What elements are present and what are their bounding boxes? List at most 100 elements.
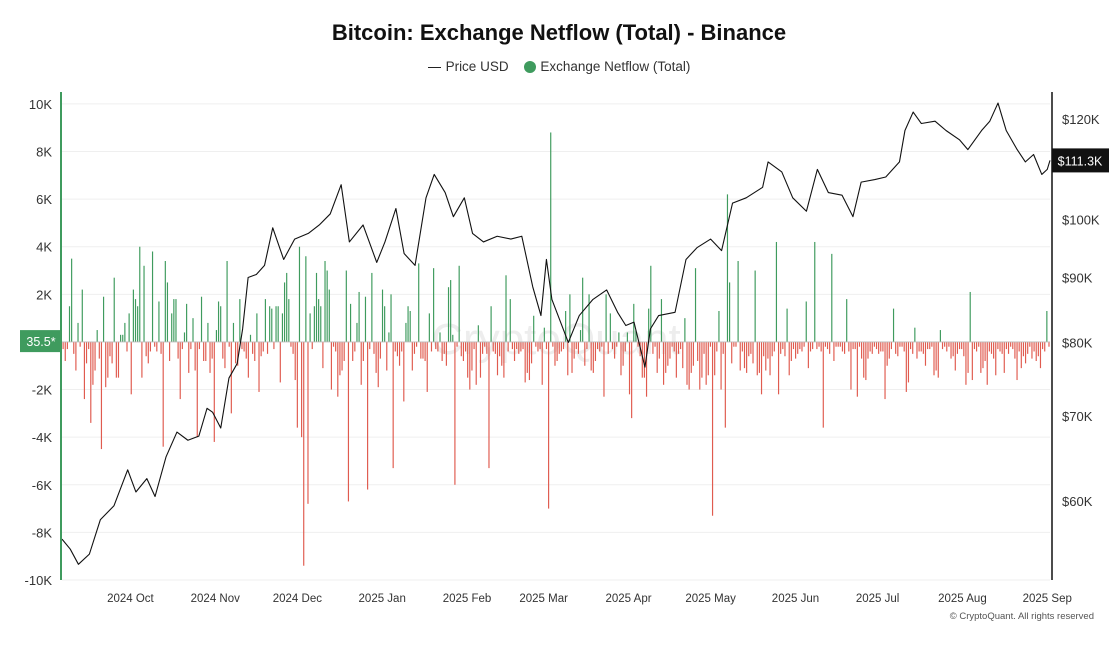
netflow-bar-positive [220, 306, 222, 342]
netflow-bar-negative [479, 341, 482, 378]
legend-item-netflow[interactable]: Exchange Netflow (Total) [524, 59, 690, 74]
netflow-bar-negative [663, 341, 665, 385]
legend-item-price[interactable]: Price USD [427, 58, 509, 74]
netflow-bar-negative [554, 341, 556, 366]
netflow-bar-negative [375, 341, 377, 373]
netflow-bar-negative [1014, 341, 1016, 359]
left-tick-label: -6K [32, 478, 53, 493]
netflow-bar-positive [183, 332, 186, 342]
legend-price-label: Price USD [445, 58, 509, 74]
netflow-bar-negative [247, 341, 249, 378]
netflow-bar-negative [780, 341, 782, 354]
netflow-bar-negative [1039, 341, 1042, 369]
netflow-bar-negative [181, 341, 183, 350]
netflow-bar-negative [997, 341, 999, 350]
netflow-bar-negative [865, 341, 867, 381]
netflow-bar-negative [746, 341, 748, 373]
netflow-bar-positive [68, 306, 71, 342]
netflow-bar-negative [643, 341, 645, 378]
netflow-bar-positive [151, 251, 154, 342]
netflow-bar-negative [230, 341, 232, 414]
x-tick-label: 2025 Mar [519, 593, 568, 605]
netflow-bar-negative [669, 341, 671, 359]
netflow-bar-negative [1035, 341, 1037, 361]
x-tick-label: 2025 Aug [938, 593, 987, 605]
netflow-bar-negative [496, 341, 499, 376]
netflow-bar-positive [286, 272, 288, 342]
netflow-bar-positive [102, 296, 105, 342]
netflow-bar-negative [1033, 341, 1035, 352]
netflow-bar-positive [232, 322, 235, 342]
netflow-bar-negative [260, 341, 262, 357]
x-tick-label: 2024 Oct [107, 593, 154, 605]
netflow-bar-negative [109, 341, 111, 357]
netflow-bar-positive [345, 270, 347, 342]
netflow-bar-negative [869, 341, 871, 352]
netflow-bar-negative [933, 341, 935, 376]
netflow-bar-positive [509, 299, 511, 342]
netflow-bar-negative [456, 341, 458, 347]
netflow-bar-negative [856, 341, 858, 397]
netflow-bar-positive [582, 277, 584, 342]
netflow-bar-negative [656, 341, 658, 373]
netflow-bar-negative [688, 341, 690, 390]
netflow-bar-negative [986, 341, 988, 385]
netflow-bar-negative [988, 341, 990, 352]
netflow-bar-negative [347, 341, 350, 502]
netflow-bar-positive [328, 289, 330, 342]
left-tick-label: 4K [36, 240, 52, 255]
netflow-bar-negative [467, 341, 469, 378]
netflow-bar-negative [658, 341, 660, 359]
netflow-bar-negative [311, 341, 313, 350]
netflow-bar-negative [886, 341, 888, 366]
netflow-bar-negative [1022, 341, 1025, 357]
netflow-bar-positive [418, 263, 420, 342]
netflow-bar-negative [254, 341, 256, 361]
netflow-bar-negative [524, 341, 526, 383]
netflow-bar-negative [822, 341, 824, 428]
netflow-bar-negative [809, 341, 812, 352]
netflow-bar-negative [958, 341, 961, 350]
netflow-bar-negative [982, 341, 984, 369]
netflow-bar-negative [362, 341, 364, 361]
netflow-bar-negative [169, 341, 171, 361]
netflow-bar-negative [443, 341, 445, 354]
netflow-bar-negative [731, 341, 733, 364]
netflow-bar-negative [1016, 341, 1018, 381]
netflow-bar-negative [392, 341, 394, 469]
netflow-bar-positive [428, 313, 430, 342]
netflow-bar-positive [305, 256, 307, 342]
netflow-bar-negative [1001, 341, 1003, 354]
netflow-bar-positive [326, 270, 328, 342]
netflow-bar-negative [995, 341, 997, 376]
netflow-bar-negative [948, 341, 950, 347]
netflow-bar-positive [207, 322, 209, 342]
netflow-bar-positive [275, 306, 277, 342]
netflow-bar-negative [66, 341, 68, 350]
netflow-bar-negative [803, 341, 805, 347]
netflow-bar-positive [609, 313, 611, 342]
netflow-bar-negative [641, 341, 643, 378]
right-tick-label: $90K [1062, 271, 1093, 286]
right-tick-label: $70K [1062, 409, 1093, 424]
netflow-bar-negative [194, 341, 196, 371]
netflow-bar-negative [511, 341, 513, 350]
netflow-bar-negative [482, 341, 484, 354]
netflow-bar-positive [569, 294, 571, 342]
netflow-bar-negative [420, 341, 422, 359]
netflow-bar-positive [122, 334, 124, 342]
netflow-bar-negative [705, 341, 707, 385]
netflow-bar-negative [294, 341, 296, 381]
netflow-bar-negative [94, 341, 96, 371]
netflow-bar-negative [782, 341, 784, 350]
netflow-bar-negative [622, 341, 624, 366]
netflow-bar-negative [807, 341, 809, 369]
netflow-bar-negative [330, 341, 332, 390]
x-tick-label: 2025 May [685, 593, 736, 605]
netflow-bar-negative [924, 341, 927, 366]
netflow-bar-positive [626, 332, 628, 342]
netflow-bar-negative [771, 341, 773, 357]
netflow-bar-negative [117, 341, 120, 378]
netflow-bar-negative [971, 341, 973, 381]
